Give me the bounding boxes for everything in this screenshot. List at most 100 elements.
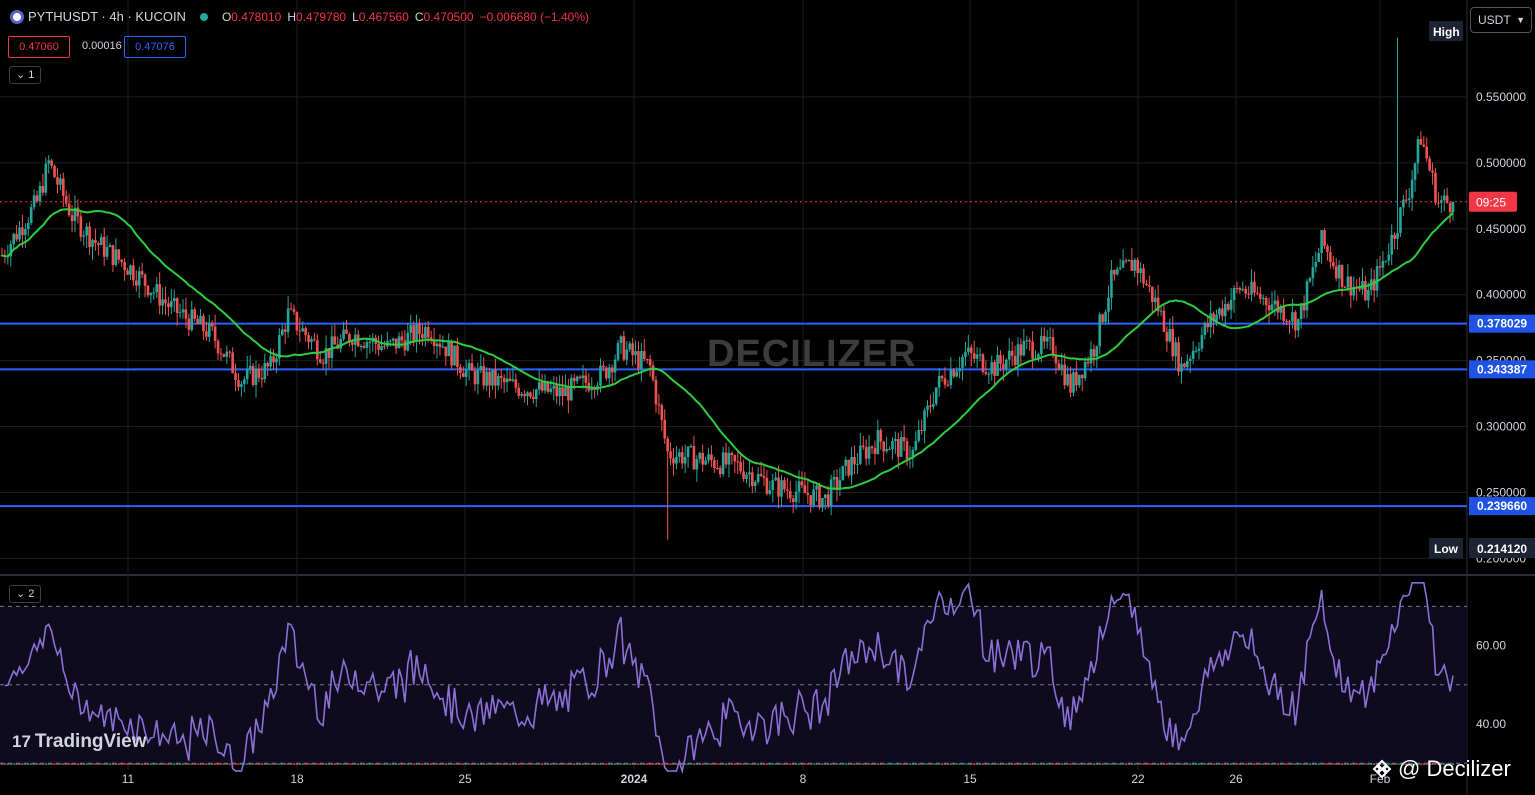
candle-body xyxy=(1045,337,1049,342)
candle-body xyxy=(978,354,982,356)
candle-body xyxy=(348,333,351,343)
candle-body xyxy=(260,377,264,380)
candle-body xyxy=(426,326,430,338)
candle-body xyxy=(94,240,97,244)
time-tick-label: 22 xyxy=(1131,772,1145,786)
candle-body xyxy=(532,396,535,400)
candle-body xyxy=(628,343,631,350)
candle-body xyxy=(237,380,240,387)
candle-body xyxy=(257,368,261,378)
candle-body xyxy=(1010,350,1014,356)
candle-body xyxy=(806,493,810,496)
candle-body xyxy=(1197,348,1201,351)
chevron-down-icon: ⌄ xyxy=(16,588,26,600)
candle-body xyxy=(943,378,947,385)
candle-body xyxy=(1130,260,1134,271)
oscillator-pane-toggle[interactable]: ⌄ 2 xyxy=(9,585,42,603)
candle-body xyxy=(181,309,185,313)
candle-body xyxy=(987,373,991,375)
candle-body xyxy=(415,323,418,342)
candle-body xyxy=(170,301,173,308)
sell-price-button[interactable]: 0.47060 xyxy=(8,36,70,58)
candle-body xyxy=(438,343,442,348)
candle-body xyxy=(1407,198,1411,200)
symbol-header[interactable]: PYTHUSDT · 4h · KUCOIN O0.478010 H0.4797… xyxy=(10,9,595,24)
candle-body xyxy=(79,216,83,237)
candle-body xyxy=(949,369,953,386)
candle-body xyxy=(196,318,199,325)
candle-body xyxy=(1434,172,1437,203)
candle-body xyxy=(1203,323,1207,335)
candle-body xyxy=(926,405,929,411)
candle-body xyxy=(140,271,144,275)
candle-body xyxy=(765,477,769,494)
candle-body xyxy=(543,381,547,391)
moving-average-line xyxy=(1,208,1454,491)
candle-body xyxy=(1148,285,1151,287)
candle-body xyxy=(1384,260,1388,262)
candle-body xyxy=(275,358,278,363)
candle-body xyxy=(304,328,307,336)
candle-body xyxy=(721,452,725,475)
price-change: −0.006680 (−1.40%) xyxy=(479,9,589,24)
candle-body xyxy=(1276,300,1280,313)
candle-body xyxy=(622,336,626,360)
currency-select[interactable]: USDT ▼ xyxy=(1470,7,1532,33)
candle-body xyxy=(289,308,293,310)
candle-body xyxy=(645,359,649,361)
candle-body xyxy=(424,326,427,339)
candle-body xyxy=(1089,349,1093,364)
candle-body xyxy=(1346,276,1350,288)
candle-body xyxy=(146,285,150,296)
candle-body xyxy=(29,207,33,223)
candle-body xyxy=(132,265,135,281)
candle-body xyxy=(76,207,80,217)
low-price-tag xyxy=(1469,538,1535,558)
candle-body xyxy=(607,367,611,379)
candle-body xyxy=(581,375,585,378)
candle-body xyxy=(637,351,640,369)
countdown-label: 09:25 xyxy=(1476,196,1506,210)
tradingview-logo[interactable]: 17 TradingView xyxy=(12,731,147,753)
candle-body xyxy=(1317,253,1321,262)
buy-price-button[interactable]: 0.47076 xyxy=(124,36,186,58)
candle-body xyxy=(590,388,594,391)
candle-body xyxy=(996,354,999,376)
candle-body xyxy=(768,489,772,494)
candle-body xyxy=(698,452,702,460)
candle-body xyxy=(771,480,775,490)
candle-body xyxy=(917,429,921,441)
candle-body xyxy=(50,160,53,166)
candle-body xyxy=(82,235,86,237)
candle-body xyxy=(570,377,573,401)
candle-body xyxy=(1291,312,1294,322)
candle-body xyxy=(1253,281,1256,293)
candle-body xyxy=(1025,340,1029,342)
candle-body xyxy=(1042,335,1046,342)
chevron-down-icon: ▼ xyxy=(1516,15,1525,25)
candle-body xyxy=(164,299,167,304)
high-tag-label: High xyxy=(1433,25,1460,39)
candle-body xyxy=(1159,310,1163,312)
high-tag xyxy=(1429,21,1463,41)
candle-body xyxy=(1037,354,1040,359)
chevron-down-icon: ⌄ xyxy=(16,69,26,81)
main-pane-count: 1 xyxy=(28,69,35,81)
candle-body xyxy=(403,340,407,351)
watermark-text: DECILIZER xyxy=(707,333,917,375)
candle-body xyxy=(946,384,950,386)
candle-body xyxy=(1235,287,1239,289)
candle-body xyxy=(123,262,126,271)
candle-body xyxy=(625,349,629,360)
candle-body xyxy=(786,489,789,491)
candle-body xyxy=(1320,230,1323,254)
candle-body xyxy=(844,459,848,467)
candle-body xyxy=(1241,288,1245,291)
open-value: 0.478010 xyxy=(231,9,282,24)
candle-body xyxy=(362,346,366,348)
candle-body xyxy=(529,392,532,397)
spread-value: 0.00016 xyxy=(82,40,122,52)
candle-body xyxy=(210,322,214,327)
main-pane-toggle[interactable]: ⌄ 1 xyxy=(9,66,42,84)
